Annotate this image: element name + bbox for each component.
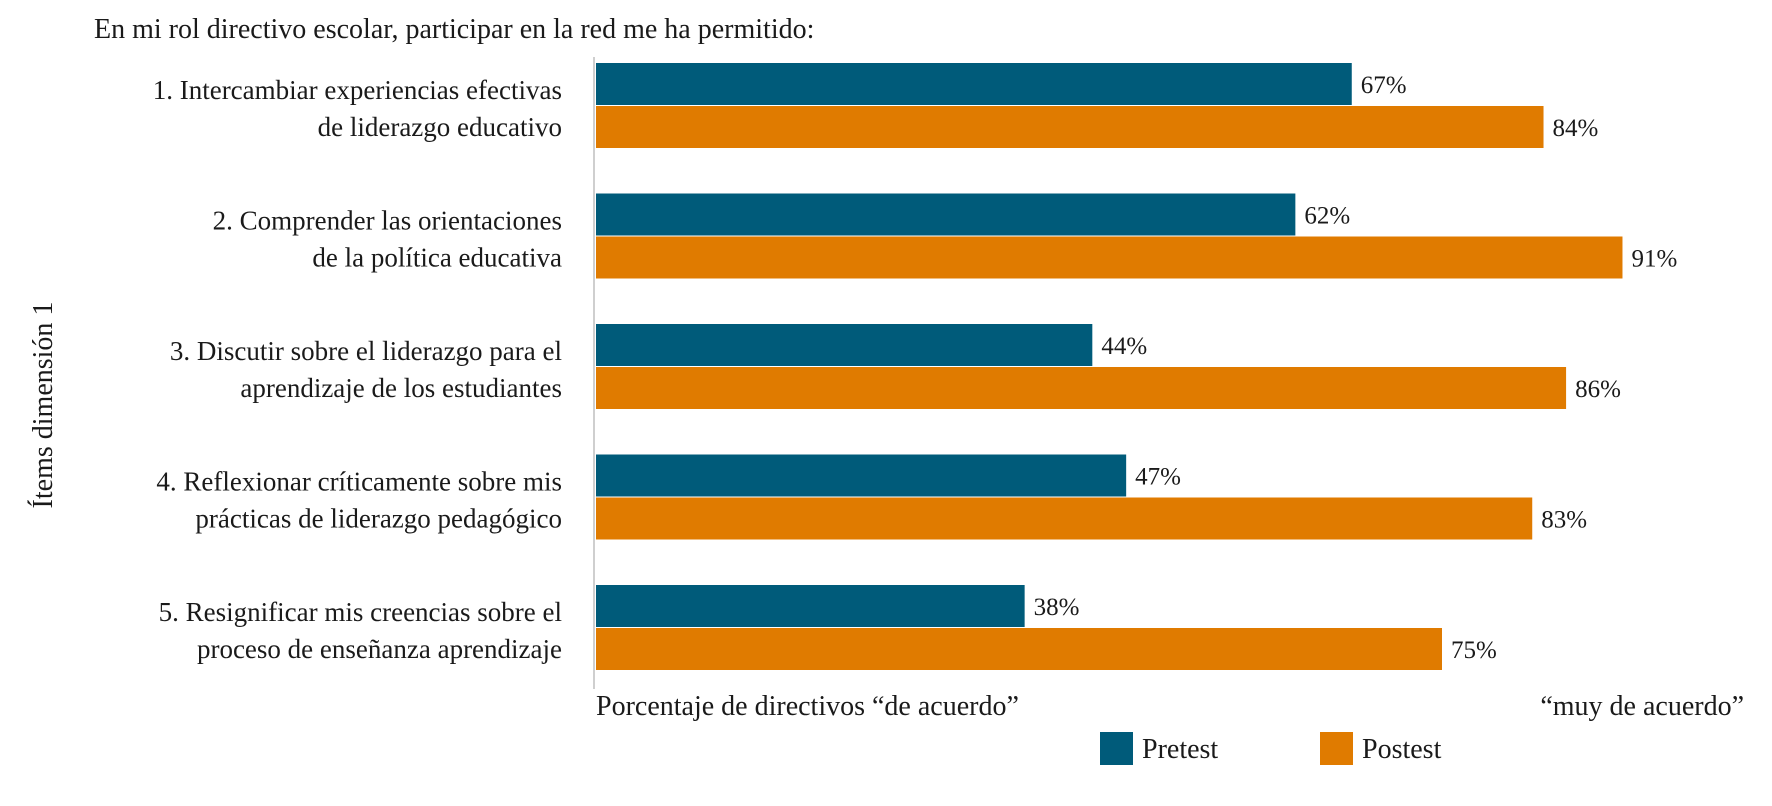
bar-pretest [596, 585, 1025, 627]
bar-pretest [596, 193, 1296, 236]
category-label-line: 1. Intercambiar experiencias efectivas [153, 75, 562, 105]
data-label-postest: 75% [1451, 637, 1497, 664]
category-label-line: de la política educativa [312, 243, 562, 273]
category-label-line: prácticas de liderazgo pedagógico [195, 504, 562, 534]
category-label-line: aprendizaje de los estudiantes [240, 373, 562, 403]
legend-swatch-postest [1320, 732, 1353, 765]
legend-label-postest: Postest [1362, 734, 1442, 765]
bar-postest [596, 367, 1567, 409]
x-axis-label-right: “muy de acuerdo” [1540, 691, 1744, 722]
category-label-line: de liderazgo educativo [318, 112, 562, 142]
legend-swatch-pretest [1100, 732, 1133, 765]
category-label-line: proceso de enseñanza aprendizaje [197, 634, 562, 664]
category-label: 1. Intercambiar experiencias efectivas de… [153, 75, 562, 142]
data-label-postest: 84% [1553, 115, 1599, 142]
category-label: 3. Discutir sobre el liderazgo para el ap… [170, 336, 562, 403]
data-label-pretest: 62% [1304, 203, 1350, 230]
data-label-postest: 91% [1631, 246, 1677, 273]
chart-title: En mi rol directivo escolar, participar … [94, 14, 814, 45]
category-label: 2. Comprender las orientaciones de la pol… [213, 206, 562, 273]
legend: Pretest Postest [1100, 732, 1442, 765]
x-axis-label-left: Porcentaje de directivos “de acuerdo” [596, 691, 1019, 722]
category-label-line: 2. Comprender las orientaciones [213, 206, 562, 236]
bar-pretest [596, 454, 1127, 497]
category-label: 5. Resignificar mis creencias sobre el pr… [159, 597, 562, 664]
category-label-line: 4. Reflexionar críticamente sobre mis [156, 467, 562, 497]
legend-label-pretest: Pretest [1142, 734, 1218, 765]
data-label-pretest: 44% [1101, 333, 1147, 360]
data-label-pretest: 47% [1135, 464, 1181, 491]
category-label: 4. Reflexionar críticamente sobre mis prá… [156, 467, 562, 534]
bar-postest [596, 497, 1533, 540]
bar-pretest [596, 63, 1352, 105]
category-label-line: 5. Resignificar mis creencias sobre el [159, 597, 562, 627]
data-label-postest: 83% [1541, 507, 1587, 534]
category-label-line: 3. Discutir sobre el liderazgo para el [170, 336, 562, 366]
plot-area: 1. Intercambiar experiencias efectivas de… [153, 57, 1677, 689]
bar-postest [596, 628, 1442, 670]
bar-postest [596, 106, 1544, 148]
data-label-pretest: 38% [1034, 594, 1080, 621]
bar-pretest [596, 324, 1093, 366]
bar-postest [596, 236, 1623, 279]
data-label-pretest: 67% [1361, 72, 1407, 99]
data-label-postest: 86% [1575, 376, 1621, 403]
y-axis-label: Ítems dimensión 1 [28, 302, 59, 509]
